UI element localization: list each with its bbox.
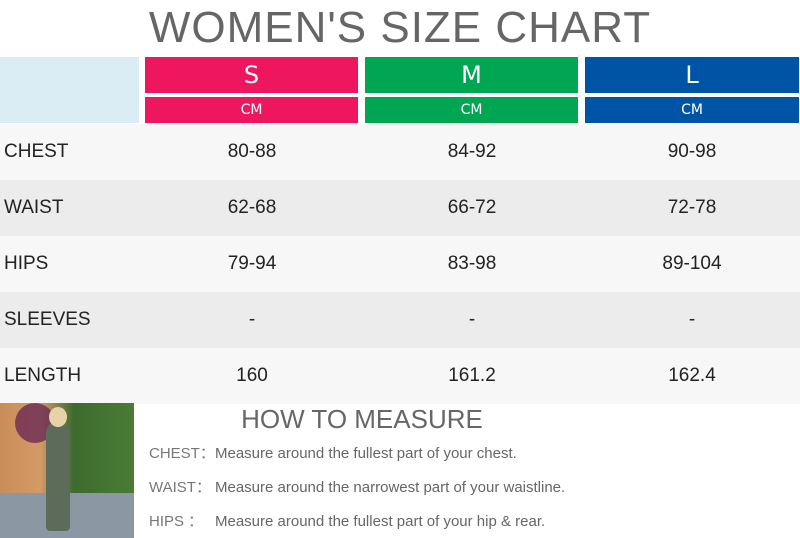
cell-value: 84-92 xyxy=(447,141,497,162)
size-header-S: S xyxy=(145,57,358,93)
table-row: CHEST 80-88 84-92 90-98 xyxy=(0,124,800,180)
cell-value: 66-72 xyxy=(447,197,497,218)
cell-value: 162.4 xyxy=(668,365,716,386)
chart-title: WOMEN'S SIZE CHART xyxy=(148,3,652,52)
size-header-L: L xyxy=(585,57,799,93)
size-header-M: M xyxy=(365,57,578,93)
header-corner xyxy=(0,57,139,123)
cell-value: 79-94 xyxy=(227,253,277,274)
cell-value: 80-88 xyxy=(227,141,277,162)
unit-header-S: CM xyxy=(145,97,358,123)
table-row: SLEEVES - - - xyxy=(0,292,800,348)
row-label: CHEST xyxy=(4,141,69,162)
row-label: SLEEVES xyxy=(4,309,91,330)
row-label: WAIST xyxy=(4,197,64,218)
how-to-measure-title: HOW TO MEASURE xyxy=(241,404,483,434)
cell-value: - xyxy=(468,309,476,330)
cell-value: - xyxy=(248,309,256,330)
cell-value: 160 xyxy=(236,365,268,386)
cell-value: 72-78 xyxy=(667,197,717,218)
unit-header-L: CM xyxy=(585,97,799,123)
table-row: LENGTH 160 161.2 162.4 xyxy=(0,348,800,404)
unit-header-M: CM xyxy=(365,97,578,123)
row-label: HIPS xyxy=(4,253,49,274)
measure-text: Measure around the fullest part of your … xyxy=(215,513,546,530)
measure-instruction: CHEST：Measure around the fullest part of… xyxy=(149,442,517,463)
cell-value: 90-98 xyxy=(667,141,717,162)
table-row: WAIST 62-68 66-72 72-78 xyxy=(0,180,800,236)
cell-value: - xyxy=(688,309,696,330)
model-photo xyxy=(0,403,134,538)
row-label: LENGTH xyxy=(4,365,82,386)
measure-key: CHEST： xyxy=(149,445,215,462)
measure-instruction: WAIST： Measure around the narrowest part … xyxy=(149,476,565,497)
cell-value: 89-104 xyxy=(662,253,722,274)
measure-key: HIPS ： xyxy=(149,513,204,530)
measure-text: Measure around the fullest part of your … xyxy=(215,445,517,462)
table-row: HIPS 79-94 83-98 89-104 xyxy=(0,236,800,292)
measure-key: WAIST： xyxy=(149,479,211,496)
cell-value: 161.2 xyxy=(448,365,496,386)
measure-instruction: HIPS ： Measure around the fullest part of… xyxy=(149,510,545,531)
measure-text: Measure around the narrowest part of you… xyxy=(215,479,566,496)
cell-value: 83-98 xyxy=(447,253,497,274)
cell-value: 62-68 xyxy=(227,197,277,218)
